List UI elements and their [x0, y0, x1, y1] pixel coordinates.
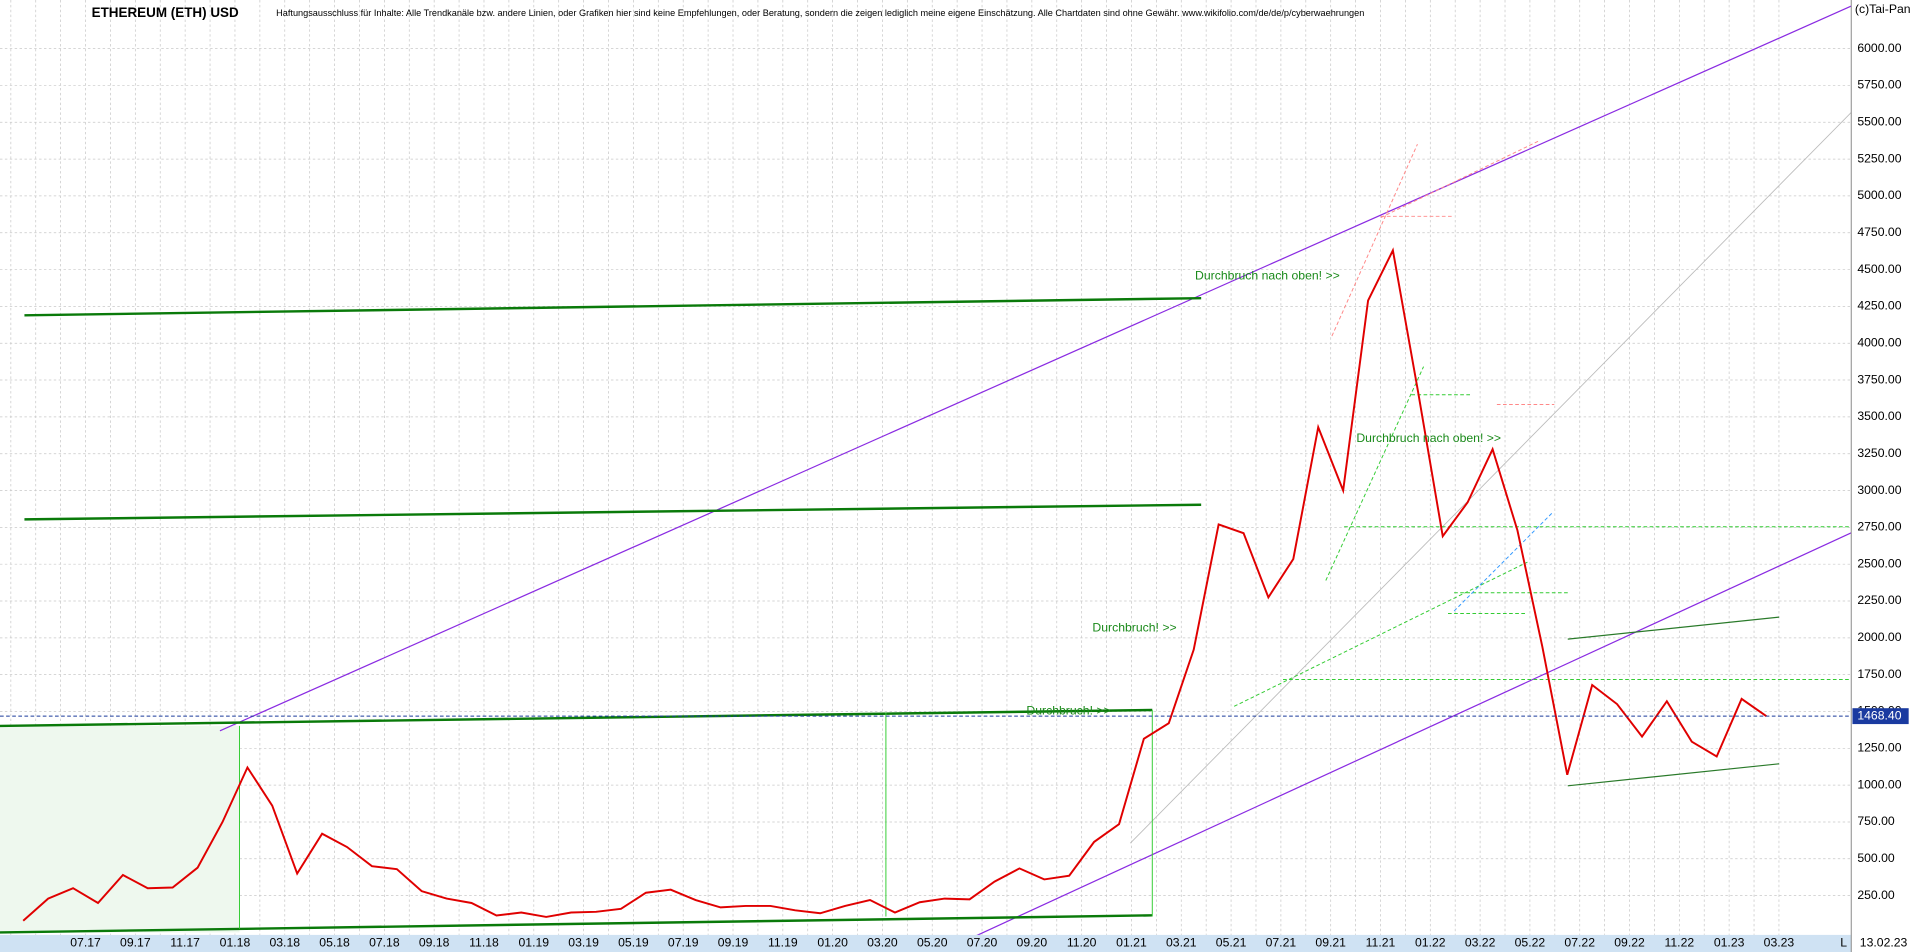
- y-tick-label: 1250.00: [1857, 741, 1901, 755]
- trend-line: [1233, 561, 1528, 707]
- x-tick-label: 09.22: [1614, 936, 1645, 950]
- x-tick-label: 05.20: [917, 936, 948, 950]
- zone: [0, 725, 240, 933]
- x-tick-label: 09.20: [1017, 936, 1048, 950]
- annotation: Durchbruch nach oben! >>: [1356, 431, 1501, 445]
- x-tick-label: 07.19: [668, 936, 699, 950]
- x-tick-label: 01.21: [1116, 936, 1147, 950]
- x-tick-label: 11.18: [469, 936, 499, 950]
- scale-marker: L: [1840, 936, 1847, 950]
- x-tick-label: 03.19: [568, 936, 599, 950]
- x-tick-label: 05.19: [618, 936, 649, 950]
- y-tick-label: 1000.00: [1857, 777, 1901, 791]
- y-tick-label: 3000.00: [1857, 483, 1901, 497]
- y-tick-label: 3250.00: [1857, 446, 1901, 460]
- trend-line: [0, 708, 1153, 728]
- y-tick-label: 1750.00: [1857, 667, 1901, 681]
- trend-line: [0, 914, 1153, 934]
- x-tick-label: 09.17: [120, 936, 151, 950]
- y-tick-label: 4250.00: [1857, 299, 1901, 313]
- x-tick-label: 03.18: [269, 936, 300, 950]
- trend-line: [1380, 140, 1540, 218]
- x-tick-label: 03.20: [867, 936, 898, 950]
- x-tick-label: 03.23: [1764, 936, 1795, 950]
- x-tick-label: 05.18: [319, 936, 350, 950]
- y-tick-label: 3500.00: [1857, 409, 1901, 423]
- x-tick-label: 05.21: [1216, 936, 1247, 950]
- x-tick-label: 05.22: [1515, 936, 1546, 950]
- x-tick-label: 01.23: [1714, 936, 1745, 950]
- x-tick-label: 07.21: [1266, 936, 1297, 950]
- x-tick-label: 11.20: [1067, 936, 1097, 950]
- price-layer: [0, 247, 1852, 922]
- x-tick-label: 07.20: [967, 936, 998, 950]
- annotation: Durchbruch! >>: [1092, 620, 1176, 634]
- y-tick-label: 3750.00: [1857, 372, 1901, 386]
- y-tick-label: 2750.00: [1857, 520, 1901, 534]
- trend-line: [1129, 112, 1852, 844]
- y-tick-label: 4000.00: [1857, 335, 1901, 349]
- y-tick-label: 500.00: [1857, 851, 1895, 865]
- y-tick-label: 2500.00: [1857, 556, 1901, 570]
- y-tick-label: 5750.00: [1857, 78, 1901, 92]
- y-tick-label: 5500.00: [1857, 114, 1901, 128]
- x-tick-label: 03.21: [1166, 936, 1197, 950]
- x-tick-label: 07.22: [1564, 936, 1595, 950]
- x-tick-label: 07.17: [70, 936, 101, 950]
- x-tick-label: 01.20: [817, 936, 848, 950]
- trend-lines: [0, 5, 1852, 952]
- trend-line: [940, 532, 1852, 952]
- annotation: Durchbruch! >>: [1026, 703, 1110, 717]
- trend-line: [24, 296, 1202, 317]
- trend-line: [1325, 366, 1425, 581]
- x-tick-label: 09.18: [419, 936, 450, 950]
- y-tick-label: 2250.00: [1857, 593, 1901, 607]
- x-tick-label: 09.21: [1315, 936, 1346, 950]
- x-tick-label: 01.18: [220, 936, 251, 950]
- y-tick-label: 250.00: [1857, 888, 1895, 902]
- price-line: [22, 247, 1767, 922]
- chart-title: ETHEREUM (ETH) USD: [92, 5, 239, 20]
- y-tick-label: 5250.00: [1857, 151, 1901, 165]
- x-tick-label: 07.18: [369, 936, 400, 950]
- trend-line: [1453, 512, 1553, 612]
- x-tick-label: 01.19: [519, 936, 550, 950]
- copyright: (c)Tai-Pan: [1855, 2, 1911, 16]
- x-tick-label: 11.17: [170, 936, 200, 950]
- trend-line: [1331, 144, 1418, 337]
- x-tick-label: 09.19: [718, 936, 749, 950]
- trend-line: [24, 503, 1202, 521]
- annotation: Durchbruch nach oben! >>: [1195, 268, 1340, 282]
- x-tick-label: 11.19: [768, 936, 798, 950]
- x-tick-label: 11.21: [1366, 936, 1396, 950]
- x-tick-label: 11.22: [1664, 936, 1694, 950]
- y-tick-label: 6000.00: [1857, 41, 1901, 55]
- last-price-label: 1468.40: [1857, 708, 1901, 722]
- trend-line: [219, 5, 1852, 732]
- y-tick-label: 5000.00: [1857, 188, 1901, 202]
- subtitle: Haftungsausschluss für Inhalte: Alle Tre…: [276, 8, 1364, 18]
- y-tick-label: 4750.00: [1857, 225, 1901, 239]
- x-axis-band: [0, 934, 1852, 952]
- y-tick-label: 750.00: [1857, 814, 1895, 828]
- trend-line: [1567, 763, 1780, 787]
- trend-line: [1567, 616, 1780, 640]
- date: 13.02.23: [1860, 936, 1908, 950]
- y-tick-label: 2000.00: [1857, 630, 1901, 644]
- last-price-box: [1852, 708, 1909, 725]
- y-tick-label: 4500.00: [1857, 262, 1901, 276]
- x-tick-label: 03.22: [1465, 936, 1496, 950]
- x-tick-label: 01.22: [1415, 936, 1446, 950]
